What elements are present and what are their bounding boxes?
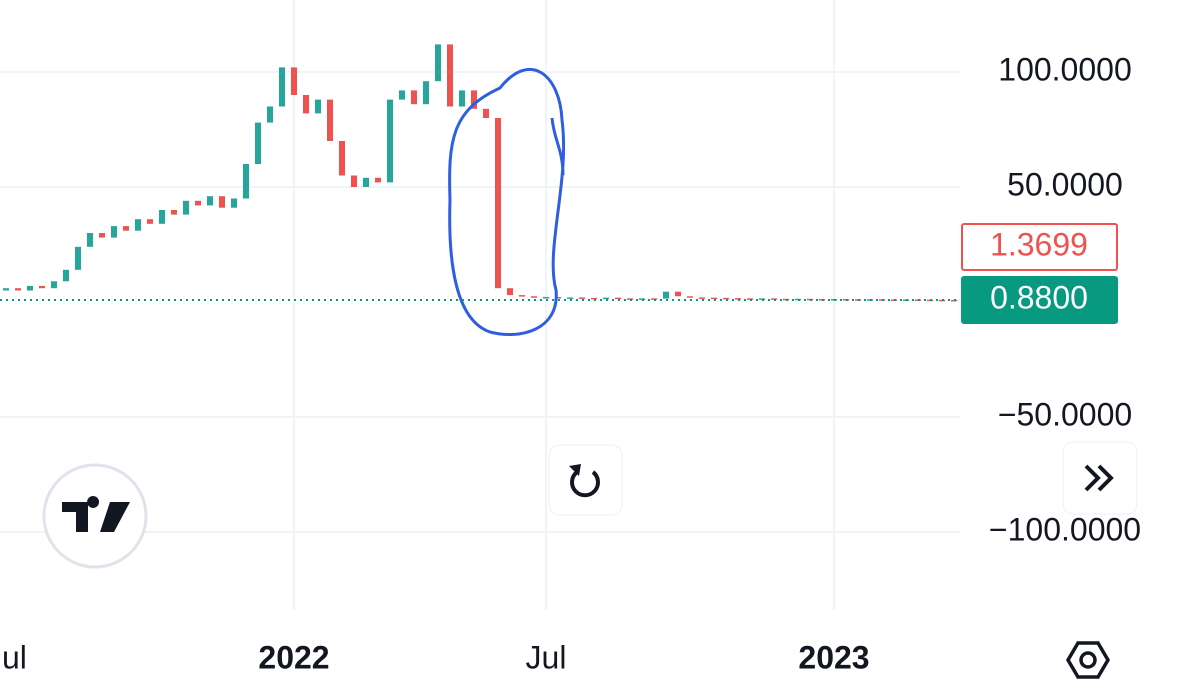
candle-body bbox=[51, 281, 57, 289]
scroll-button[interactable] bbox=[1062, 441, 1138, 515]
candle-body bbox=[303, 94, 309, 114]
candle-body bbox=[327, 99, 333, 141]
candle-body bbox=[735, 298, 741, 300]
candle-body bbox=[507, 288, 513, 296]
candle-body bbox=[423, 81, 429, 105]
reset-arrow bbox=[569, 464, 581, 476]
candle-body bbox=[351, 175, 357, 188]
candle-body bbox=[711, 297, 717, 300]
candle-body bbox=[495, 117, 501, 289]
candle-body bbox=[567, 297, 573, 299]
candle-body bbox=[459, 90, 465, 107]
grid bbox=[0, 0, 960, 610]
x-tick-label: Jul bbox=[0, 639, 27, 675]
logo-circle bbox=[42, 463, 148, 569]
candle-body bbox=[135, 219, 141, 231]
candle-body bbox=[279, 67, 285, 107]
candle-body bbox=[399, 90, 405, 100]
candle-body bbox=[207, 196, 213, 206]
candle-body bbox=[39, 285, 45, 289]
price-label: 0.8800 bbox=[990, 279, 1088, 315]
candle-body bbox=[255, 122, 261, 165]
y-tick-label: −50.0000 bbox=[998, 396, 1132, 432]
candle-body bbox=[603, 297, 609, 300]
candle-body bbox=[723, 297, 729, 300]
candle-body bbox=[3, 288, 9, 291]
candle-body bbox=[159, 210, 165, 224]
candle-body bbox=[531, 296, 537, 298]
candle-body bbox=[363, 177, 369, 188]
candle-body bbox=[387, 99, 393, 183]
candle-body bbox=[555, 296, 561, 299]
candle-body bbox=[243, 164, 249, 199]
x-tick-label: 2023 bbox=[798, 639, 869, 675]
candle-body bbox=[687, 296, 693, 298]
candle-body bbox=[123, 226, 129, 231]
reset-button[interactable] bbox=[548, 444, 623, 516]
price-label-box bbox=[961, 275, 1118, 324]
scroll-icon bbox=[1084, 464, 1114, 492]
candle-body bbox=[147, 219, 153, 224]
price-label: 1.3699 bbox=[990, 226, 1088, 262]
candle-body bbox=[543, 296, 549, 299]
candle-body bbox=[219, 196, 225, 208]
logo-mark bbox=[62, 496, 130, 532]
candle-body bbox=[315, 99, 321, 114]
x-tick-label: 2022 bbox=[258, 639, 329, 675]
y-tick-label: 100.0000 bbox=[998, 51, 1131, 87]
candle-body bbox=[195, 200, 201, 206]
y-tick-label: −100.0000 bbox=[989, 511, 1141, 547]
candle-body bbox=[291, 67, 297, 95]
price-label-box bbox=[961, 222, 1118, 271]
candle-body bbox=[615, 297, 621, 300]
candle-body bbox=[411, 90, 417, 105]
annotation-circle bbox=[448, 67, 566, 337]
candle-body bbox=[231, 198, 237, 208]
candle-body bbox=[699, 297, 705, 299]
candle-body bbox=[471, 90, 477, 109]
button-bg bbox=[548, 444, 623, 516]
candle-body bbox=[111, 226, 117, 238]
candle-body bbox=[375, 177, 381, 183]
candle-body bbox=[663, 291, 669, 299]
candle-body bbox=[183, 200, 189, 215]
candle-body bbox=[435, 44, 441, 82]
reset-icon bbox=[570, 470, 600, 498]
candle-body bbox=[483, 108, 489, 118]
candle-body bbox=[519, 295, 525, 297]
settings-button[interactable] bbox=[1065, 641, 1111, 679]
candle-body bbox=[447, 44, 453, 107]
candle-body bbox=[27, 285, 33, 291]
logo[interactable] bbox=[42, 463, 148, 569]
candle-body bbox=[87, 233, 93, 247]
candle-body bbox=[15, 288, 21, 291]
candle-body bbox=[75, 246, 81, 270]
candle-body bbox=[63, 269, 69, 282]
candle-body bbox=[339, 140, 345, 176]
settings-hex bbox=[1065, 641, 1111, 679]
candle-body bbox=[171, 210, 177, 215]
y-tick-label: 50.0000 bbox=[1007, 166, 1123, 202]
candle-body bbox=[591, 297, 597, 300]
candle-body bbox=[267, 106, 273, 123]
candle-body bbox=[675, 291, 681, 297]
candles bbox=[3, 44, 957, 302]
candle-body bbox=[579, 297, 585, 299]
candle-body bbox=[99, 233, 105, 238]
x-tick-label: Jul bbox=[526, 639, 567, 675]
settings-dot bbox=[1079, 651, 1097, 669]
